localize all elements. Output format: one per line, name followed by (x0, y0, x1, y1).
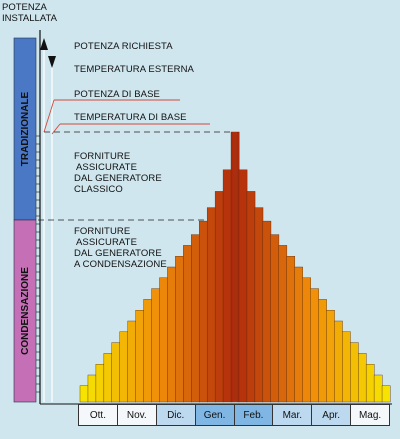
month-axis: Ott. Nov. Dic. Gen. Feb. Mar. Apr. Mag. (78, 404, 390, 426)
band-condensazione (13, 219, 37, 403)
annotation-classico-line: DAL GENERATORE (74, 173, 162, 184)
load-bar (350, 342, 359, 403)
arrow-up-icon (40, 38, 48, 50)
temperatura-di-base-pointer (51, 123, 61, 135)
month-label: Gen. (195, 405, 235, 425)
load-bar (270, 234, 280, 403)
month-label: Apr. (312, 405, 352, 425)
load-bar (262, 220, 272, 403)
load-bar (381, 385, 391, 403)
month-label: Feb. (234, 405, 274, 425)
load-bar (358, 353, 367, 403)
load-bar (222, 169, 232, 403)
annotation-classico-line: FORNITURE (74, 151, 131, 162)
load-bar (294, 266, 303, 403)
y-axis-ticks (36, 135, 40, 393)
load-bar (119, 331, 129, 403)
month-label: Nov. (117, 405, 157, 425)
load-bar (95, 364, 105, 403)
y-axis-label-line-2: INSTALLATA (2, 13, 57, 24)
load-bar (302, 277, 311, 403)
arrow-down-icon (48, 56, 56, 68)
month-label: Dic. (156, 405, 196, 425)
annotation-classico-line: ASSICURATE (76, 162, 138, 173)
load-bar (334, 320, 343, 403)
load-bar (103, 353, 113, 403)
load-bar (286, 256, 296, 403)
month-label: Mar. (273, 405, 313, 425)
y-axis-label: POTENZA INSTALLATA (2, 2, 57, 24)
band-label-condensazione: CONDENSAZIONE (20, 267, 31, 355)
peak-bar (233, 132, 237, 402)
load-bar (79, 385, 89, 403)
load-bar (373, 374, 383, 403)
legend-potenza-di-base: POTENZA DI BASE (74, 89, 160, 100)
annotation-condensazione-line: DAL GENERATORE (74, 248, 162, 259)
load-bars (79, 131, 391, 403)
load-bar (111, 342, 121, 403)
load-bar (167, 266, 176, 403)
annotation-condensazione-line: FORNITURE (74, 226, 131, 237)
annotation-condensazione: FORNITURE ASSICURATE DAL GENERATORE A CO… (74, 226, 204, 270)
legend-temperatura-esterna: TEMPERATURA ESTERNA (74, 64, 194, 75)
month-label: Mag. (351, 405, 389, 425)
annotation-classico: FORNITURE ASSICURATE DAL GENERATORE CLAS… (74, 151, 204, 195)
load-bar (151, 288, 160, 403)
legend-potenza-richiesta: POTENZA RICHIESTA (74, 41, 173, 52)
load-bar (143, 299, 152, 403)
load-bar (342, 331, 351, 403)
load-bar (318, 299, 327, 403)
load-bar (175, 256, 184, 403)
load-bar (206, 207, 216, 403)
annotation-condensazione-line: ASSICURATE (76, 237, 138, 248)
load-bar (365, 364, 375, 403)
band-label-tradizionale: TRADIZIONALE (20, 91, 31, 166)
load-bar (87, 374, 97, 403)
load-bar (246, 191, 256, 403)
load-bar (214, 191, 224, 403)
load-bar (159, 277, 168, 403)
load-bar (127, 320, 137, 403)
annotation-condensazione-line: A CONDENSAZIONE (74, 259, 167, 270)
annotation-classico-line: CLASSICO (74, 184, 123, 195)
load-bar (326, 310, 335, 403)
legend-temperatura-di-base: TEMPERATURA DI BASE (74, 112, 187, 123)
month-label: Ott. (79, 405, 118, 425)
load-bar (135, 310, 144, 403)
load-bar (278, 245, 288, 403)
potenza-di-base-pointer (43, 99, 55, 133)
load-bar (310, 288, 319, 403)
load-bar (238, 169, 248, 403)
y-axis-label-line-1: POTENZA (2, 2, 47, 13)
load-bar (254, 207, 264, 403)
